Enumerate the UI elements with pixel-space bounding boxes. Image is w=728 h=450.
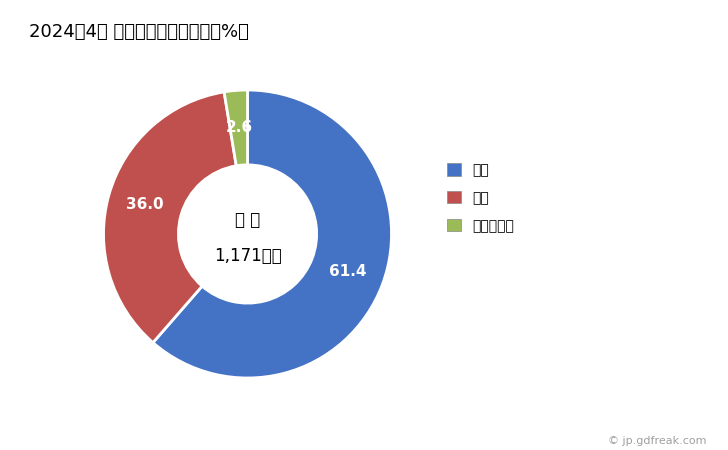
Text: 36.0: 36.0	[126, 198, 164, 212]
Text: 1,171万円: 1,171万円	[213, 247, 282, 265]
Wedge shape	[224, 90, 248, 166]
Text: 総 額: 総 額	[235, 211, 260, 229]
Text: 2024年4月 輸出相手国のシェア（%）: 2024年4月 輸出相手国のシェア（%）	[29, 22, 249, 40]
Text: © jp.gdfreak.com: © jp.gdfreak.com	[608, 436, 706, 446]
Legend: 韓国, 米国, フィリピン: 韓国, 米国, フィリピン	[442, 158, 520, 239]
Text: 61.4: 61.4	[328, 264, 366, 279]
Wedge shape	[103, 92, 237, 342]
Text: 2.6: 2.6	[225, 120, 253, 135]
Wedge shape	[153, 90, 392, 378]
